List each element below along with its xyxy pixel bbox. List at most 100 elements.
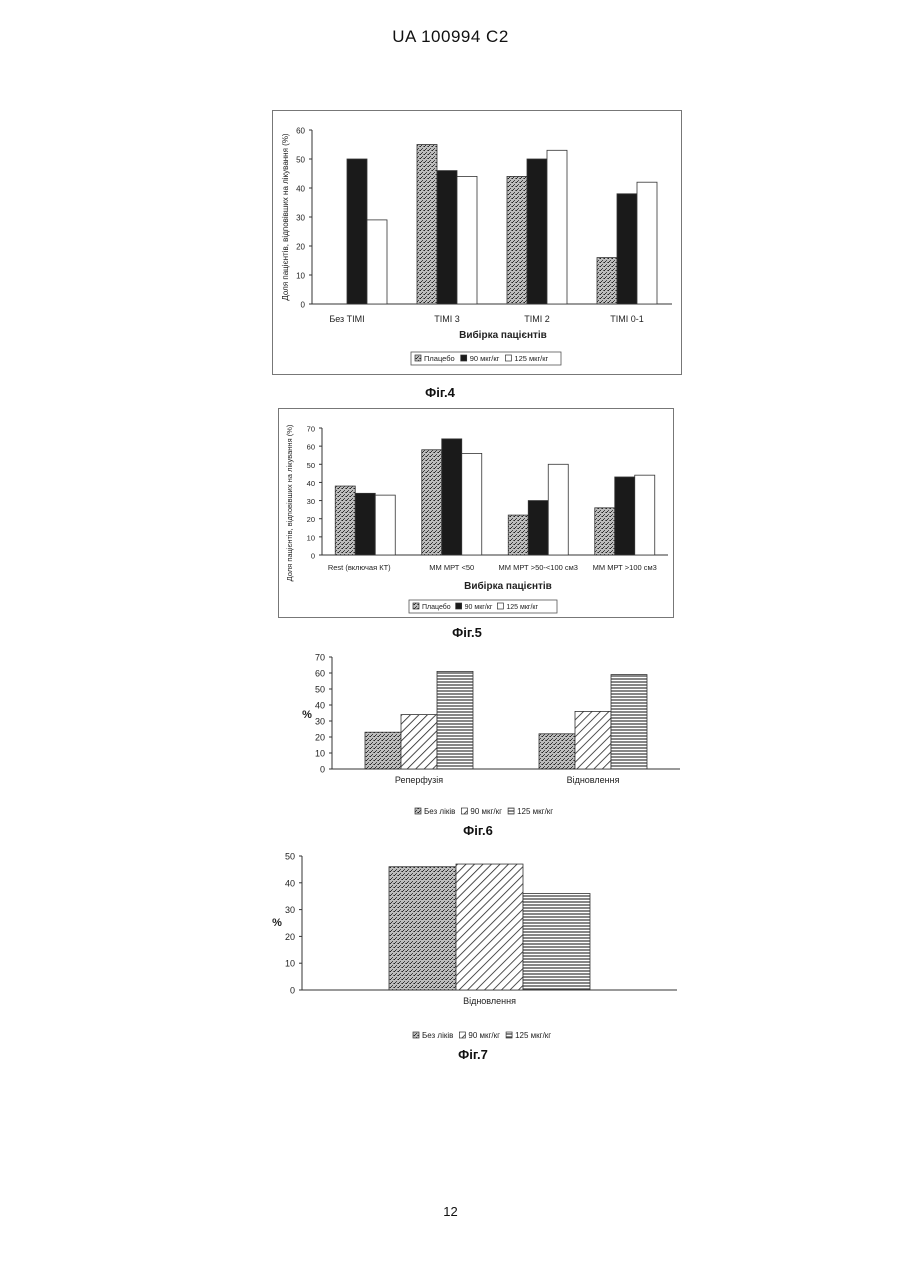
bar-мм-мрт-50-100-см3-125-мкг-кг — [548, 464, 568, 555]
x-category-label: TIMI 0-1 — [610, 314, 644, 324]
legend-swatch-125-мкг-кг — [506, 1032, 512, 1038]
bar-мм-мрт-50-плацебо — [422, 450, 442, 555]
bar-мм-мрт-50-100-см3-90-мкг-кг — [528, 501, 548, 555]
legend-label-90-мкг-кг: 90 мкг/кг — [465, 604, 493, 611]
legend-swatch-без-ліків — [413, 1032, 419, 1038]
y-tick-label: 30 — [315, 717, 325, 727]
figure-6-chart: 010203040506070РеперфузіяВідновлення%Без… — [290, 648, 690, 820]
bar-без-timi-90-мкг-кг — [347, 159, 367, 304]
legend-label-125-мкг-кг: 125 мкг/кг — [517, 807, 553, 816]
bar-мм-мрт-100-см3-90-мкг-кг — [615, 477, 635, 555]
bar-без-timi-125-мкг-кг — [367, 220, 387, 304]
x-category-label: TIMI 2 — [524, 314, 550, 324]
legend-swatch-90-мкг-кг — [461, 808, 467, 814]
y-tick-label: 30 — [307, 497, 315, 506]
legend-swatch-плацебо — [415, 355, 421, 361]
bar-timi-0-1-плацебо — [597, 258, 617, 304]
bar-мм-мрт-50-90-мкг-кг — [442, 439, 462, 555]
y-tick-label: 50 — [296, 156, 305, 165]
y-tick-label: 30 — [296, 214, 305, 223]
x-category-label: Реперфузія — [395, 775, 443, 785]
legend-swatch-125-мкг-кг — [497, 603, 503, 609]
x-category-label: Відновлення — [463, 996, 516, 1006]
x-axis-label: Вибірка пацієнтів — [464, 580, 552, 592]
x-category-label: ММ МРТ >50-<100 см3 — [499, 563, 578, 572]
y-tick-label: 20 — [315, 733, 325, 743]
legend-label-125-мкг-кг: 125 мкг/кг — [506, 604, 538, 611]
x-category-label: TIMI 3 — [434, 314, 460, 324]
bar-мм-мрт-100-см3-плацебо — [595, 508, 615, 555]
y-axis-label: % — [302, 709, 312, 721]
bar-timi-2-125-мкг-кг — [547, 150, 567, 304]
bar-timi-3-90-мкг-кг — [437, 171, 457, 304]
page-number: 12 — [0, 1204, 901, 1219]
y-axis-label: Доля пацієнтів, відповівших на лікування… — [281, 133, 290, 301]
bar-відновлення-125-мкг-кг — [611, 675, 647, 769]
y-tick-label: 10 — [307, 533, 315, 542]
bar-реперфузія-90-мкг-кг — [401, 715, 437, 769]
y-tick-label: 40 — [296, 185, 305, 194]
y-tick-label: 10 — [315, 749, 325, 759]
bar-мм-мрт-50-125-мкг-кг — [462, 453, 482, 555]
figure-4-chart: 0102030405060Без TIMITIMI 3TIMI 2TIMI 0-… — [272, 110, 682, 375]
y-axis-label: % — [272, 917, 282, 929]
y-tick-label: 10 — [296, 272, 305, 281]
y-tick-label: 50 — [307, 461, 315, 470]
legend-label-90-мкг-кг: 90 мкг/кг — [470, 354, 500, 363]
figure-5-caption: Фіг.5 — [427, 625, 507, 640]
y-tick-label: 0 — [320, 765, 325, 775]
bar-мм-мрт-50-100-см3-плацебо — [508, 515, 528, 555]
bar-timi-3-плацебо — [417, 145, 437, 305]
figure-7-caption: Фіг.7 — [433, 1047, 513, 1062]
legend-label-125-мкг-кг: 125 мкг/кг — [515, 1031, 551, 1040]
bar-timi-0-1-90-мкг-кг — [617, 194, 637, 304]
x-category-label: Відновлення — [567, 775, 620, 785]
y-axis-label: Доля пацієнтів, відповівших на лікування… — [285, 424, 294, 581]
y-tick-label: 50 — [285, 852, 295, 862]
figure-6-caption: Фіг.6 — [438, 823, 518, 838]
y-tick-label: 20 — [285, 932, 295, 942]
document-header: UA 100994 C2 — [0, 27, 901, 47]
y-tick-label: 60 — [307, 443, 315, 452]
legend-swatch-125-мкг-кг — [505, 355, 511, 361]
y-tick-label: 40 — [315, 701, 325, 711]
bar-rest-включая-кт-90-мкг-кг — [355, 493, 375, 555]
figure-4-caption: Фіг.4 — [400, 385, 480, 400]
bar-відновлення-125-мкг-кг — [523, 894, 590, 990]
figure-7-chart: 01020304050Відновлення%Без ліків90 мкг/к… — [262, 847, 687, 1045]
bar-відновлення-без-ліків — [539, 734, 575, 769]
legend-label-90-мкг-кг: 90 мкг/кг — [468, 1031, 500, 1040]
legend-swatch-плацебо — [413, 603, 419, 609]
bar-відновлення-без-ліків — [389, 867, 456, 990]
legend-label-90-мкг-кг: 90 мкг/кг — [470, 807, 502, 816]
x-category-label: ММ МРТ <50 — [429, 563, 474, 572]
legend-swatch-90-мкг-кг — [456, 603, 462, 609]
legend-label-без-ліків: Без ліків — [424, 807, 455, 816]
bar-timi-3-125-мкг-кг — [457, 176, 477, 304]
x-category-label: Без TIMI — [329, 314, 364, 324]
y-tick-label: 10 — [285, 959, 295, 969]
bar-timi-2-плацебо — [507, 176, 527, 304]
y-tick-label: 60 — [315, 669, 325, 679]
y-tick-label: 20 — [296, 243, 305, 252]
bar-реперфузія-без-ліків — [365, 732, 401, 769]
legend-label-без-ліків: Без ліків — [422, 1031, 453, 1040]
y-tick-label: 40 — [307, 479, 315, 488]
y-tick-label: 60 — [296, 127, 305, 136]
legend-swatch-90-мкг-кг — [459, 1032, 465, 1038]
x-axis-label: Вибірка пацієнтів — [459, 329, 547, 341]
x-category-label: Rest (включая КТ) — [328, 563, 391, 572]
y-tick-label: 70 — [307, 425, 315, 434]
legend-label-плацебо: Плацебо — [422, 603, 451, 611]
x-category-label: ММ МРТ >100 см3 — [593, 563, 657, 572]
legend-swatch-125-мкг-кг — [508, 808, 514, 814]
y-tick-label: 0 — [290, 986, 295, 996]
bar-реперфузія-125-мкг-кг — [437, 671, 473, 769]
bar-rest-включая-кт-плацебо — [335, 486, 355, 555]
bar-rest-включая-кт-125-мкг-кг — [375, 495, 395, 555]
legend-swatch-без-ліків — [415, 808, 421, 814]
figure-5-chart: 010203040506070Rest (включая КТ)ММ МРТ <… — [278, 408, 674, 618]
y-tick-label: 50 — [315, 685, 325, 695]
bar-відновлення-90-мкг-кг — [456, 864, 523, 990]
legend-label-125-мкг-кг: 125 мкг/кг — [514, 354, 548, 363]
